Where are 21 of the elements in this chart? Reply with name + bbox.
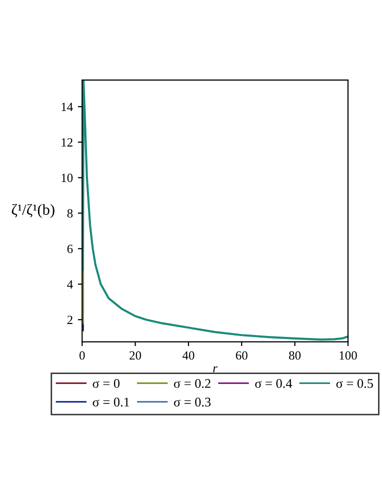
legend-label: σ = 0.3 — [174, 398, 211, 407]
y-tick-label: 8 — [67, 209, 73, 218]
legend-label: σ = 0.5 — [336, 379, 373, 388]
x-tick-label: 20 — [130, 351, 142, 360]
legend-label: σ = 0 — [92, 379, 120, 388]
y-tick-label: 4 — [67, 280, 73, 288]
x-tick-label: 40 — [182, 351, 194, 360]
x-tick-label: 0 — [79, 351, 85, 360]
x-tick-label: 60 — [236, 351, 248, 360]
y-axis-title: ζ¹/ζ¹(b) — [12, 204, 54, 218]
legend-label: σ = 0.4 — [255, 379, 292, 388]
y-tick-label: 10 — [62, 174, 73, 182]
y-tick-label: 2 — [67, 316, 72, 324]
x-axis-title: r — [213, 366, 218, 372]
legend-label: σ = 0.2 — [174, 379, 210, 388]
x-tick-label: 80 — [289, 351, 301, 360]
legend-label: σ = 0.1 — [92, 398, 130, 407]
y-tick-label: 14 — [62, 102, 73, 111]
y-tick-label: 12 — [62, 138, 72, 146]
x-tick-label: 100 — [340, 351, 357, 360]
y-tick-label: 6 — [67, 244, 73, 254]
